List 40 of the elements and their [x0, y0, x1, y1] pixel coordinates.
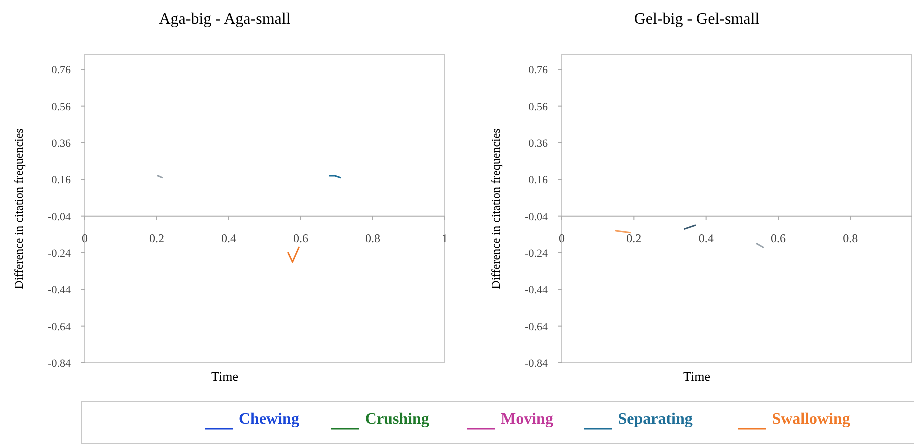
legend-label: Moving	[501, 411, 554, 428]
y-tick-label: -0.24	[525, 248, 548, 260]
y-axis-title: Difference in citation frequencies	[12, 128, 26, 290]
chart-title: Gel-big - Gel-small	[634, 11, 760, 28]
x-axis-title: Time	[212, 369, 239, 384]
y-tick-label: -0.44	[48, 284, 72, 297]
chart-title: Aga-big - Aga-small	[159, 11, 292, 28]
y-tick-label: -0.84	[525, 358, 548, 370]
y-tick-label: 0.16	[528, 174, 548, 187]
x-tick-label: 0.4	[698, 231, 714, 246]
y-tick-label: 0.16	[52, 174, 72, 187]
y-tick-label: -0.64	[48, 321, 72, 334]
y-tick-label: -0.04	[48, 211, 72, 224]
x-tick-label: 0.4	[222, 231, 236, 246]
y-tick-label: 0.36	[52, 138, 72, 150]
x-tick-label: 0	[82, 231, 88, 246]
y-tick-label: -0.64	[525, 321, 548, 334]
x-tick-label: 1	[442, 231, 448, 246]
y-tick-label: -0.44	[525, 284, 548, 297]
y-tick-label: 0.56	[528, 101, 548, 114]
y-tick-label: -0.24	[48, 248, 72, 260]
y-tick-label: -0.84	[48, 358, 72, 370]
legend-label: Separating	[618, 411, 693, 428]
y-tick-label: 0.76	[52, 64, 72, 77]
y-tick-label: -0.04	[525, 211, 548, 224]
y-tick-label: 0.56	[52, 101, 72, 114]
x-tick-label: 0.8	[366, 231, 380, 246]
x-tick-label: 0.2	[626, 231, 642, 246]
x-tick-label: 0.6	[770, 231, 786, 246]
x-tick-label: 0.6	[294, 231, 308, 246]
x-tick-label: 0.8	[843, 231, 858, 246]
legend-label: Swallowing	[772, 411, 850, 428]
legend-label: Crushing	[365, 411, 430, 428]
y-axis-title: Difference in citation frequencies	[489, 128, 503, 290]
legend-label: Chewing	[239, 411, 300, 428]
y-tick-label: 0.76	[528, 64, 548, 77]
y-tick-label: 0.36	[528, 138, 548, 150]
x-tick-label: 0.2	[150, 231, 164, 246]
x-axis-title: Time	[684, 369, 711, 384]
x-tick-label: 0	[559, 231, 565, 246]
